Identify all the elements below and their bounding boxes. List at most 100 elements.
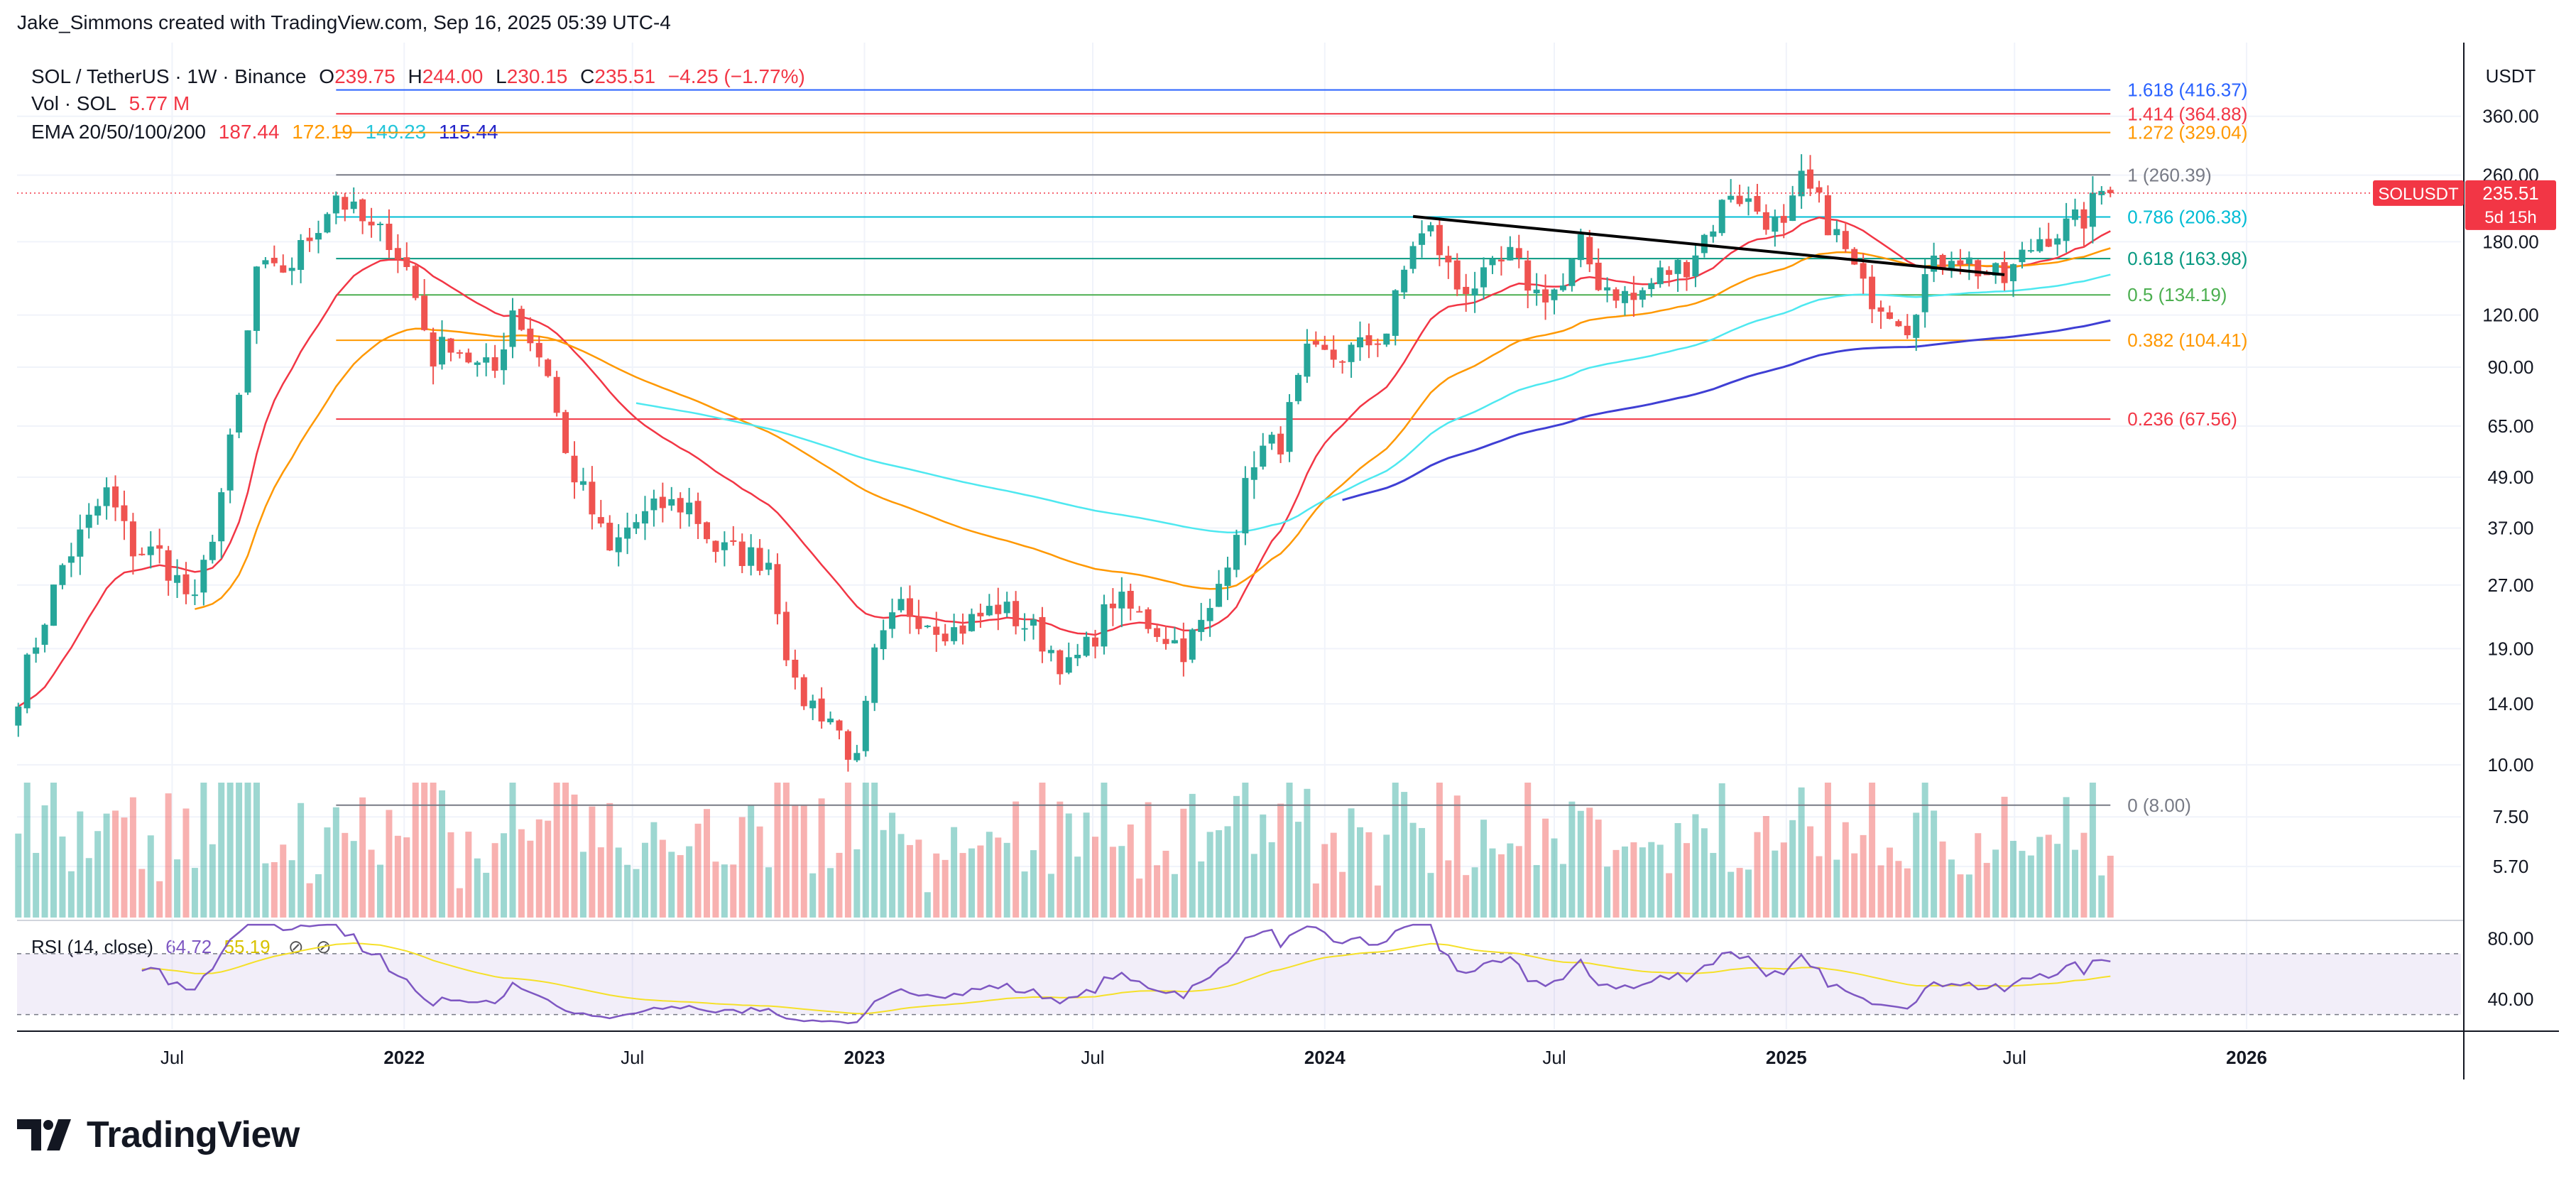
candle	[2027, 239, 2034, 254]
ema-legend[interactable]: EMA 20/50/100/200 187.44 172.19 149.23 1…	[31, 121, 506, 143]
candle-body	[2080, 209, 2087, 229]
candle-body	[1312, 341, 1319, 345]
volume-bar	[1877, 865, 1884, 918]
candle	[906, 585, 913, 634]
volume-bar	[1789, 820, 1796, 918]
volume-legend[interactable]: Vol · SOL 5.77 M	[31, 92, 197, 115]
candle	[765, 549, 773, 575]
candle-body	[853, 753, 861, 761]
candle	[456, 349, 463, 359]
tradingview-brand[interactable]: TradingView	[17, 1114, 300, 1156]
candle-body	[748, 547, 755, 566]
candle	[324, 212, 331, 234]
candle	[182, 562, 190, 604]
candle	[1233, 529, 1240, 577]
volume-bar	[1277, 803, 1284, 918]
volume-bar	[545, 820, 552, 918]
symbol-legend[interactable]: SOL / TetherUS · 1W · Binance O239.75 H2…	[31, 65, 805, 87]
candle	[288, 257, 295, 285]
volume-bar	[1692, 814, 1699, 918]
volume-bar	[403, 837, 410, 918]
fib-label-0.382: 0.382 (104.41)	[2127, 330, 2247, 351]
candle	[1568, 258, 1576, 292]
ema20-line	[18, 217, 2111, 707]
candle-body	[792, 659, 799, 678]
candle-body	[262, 260, 269, 265]
volume-bar	[1374, 885, 1381, 918]
volume-bar	[1666, 873, 1673, 918]
candle-body	[509, 310, 516, 347]
candle	[1807, 155, 1814, 197]
candle	[1666, 266, 1673, 287]
candle	[1127, 583, 1134, 621]
candle-body	[1250, 467, 1257, 480]
volume-bar	[1992, 849, 1999, 918]
candle-body	[1674, 259, 1681, 274]
candle-body	[50, 584, 58, 626]
candle	[827, 711, 834, 725]
rsi-line	[141, 923, 2111, 1025]
volume-bar	[624, 864, 631, 918]
hide-icon[interactable]: ⊘	[288, 936, 304, 957]
candle	[298, 234, 305, 283]
candle-body	[1710, 231, 1717, 237]
y-tick-label: 65.00	[2487, 415, 2533, 437]
volume-bar	[465, 832, 472, 918]
candle	[1612, 287, 1620, 308]
candle-body	[1542, 289, 1549, 303]
volume-bar	[1497, 854, 1505, 918]
volume-bar	[1304, 788, 1311, 918]
y-tick-label: 90.00	[2487, 357, 2533, 378]
candle-body	[368, 222, 375, 226]
volume-bar	[174, 859, 181, 918]
candle-body	[1171, 640, 1178, 643]
volume-bar	[15, 833, 22, 918]
candle-body	[298, 240, 305, 271]
candle	[748, 534, 755, 576]
candle	[218, 488, 225, 559]
candle	[1445, 246, 1452, 279]
volume-bar	[1180, 808, 1187, 918]
brand-name: TradingView	[87, 1114, 300, 1155]
candle-body	[1330, 349, 1337, 360]
candle-body	[1383, 333, 1390, 345]
candle-body	[1904, 325, 1911, 336]
volume-bar	[483, 872, 490, 918]
candle	[1683, 260, 1691, 291]
volume-label: Vol · SOL	[31, 92, 116, 114]
axis-unit-label: USDT	[2486, 65, 2536, 87]
candle-body	[1154, 628, 1161, 637]
candle	[129, 513, 136, 575]
candle-body	[439, 337, 446, 365]
candle-body	[1568, 259, 1576, 286]
candle	[545, 358, 552, 378]
volume-bar	[1092, 837, 1099, 918]
volume-bar	[1312, 883, 1319, 918]
candle	[1648, 278, 1655, 298]
volume-bar	[871, 783, 878, 918]
candle	[730, 526, 737, 546]
candle	[1515, 234, 1522, 268]
candle-body	[218, 492, 225, 542]
candle	[421, 279, 428, 332]
candle-body	[41, 624, 48, 645]
volume-bar	[579, 852, 586, 918]
volume-bar	[1515, 846, 1522, 918]
volume-bar	[986, 832, 993, 918]
candle	[1533, 273, 1540, 306]
candle-body	[721, 542, 728, 550]
volume-bar	[262, 863, 269, 918]
candle	[1250, 451, 1257, 499]
ema20-value: 187.44	[218, 121, 280, 143]
candle-body	[1357, 337, 1364, 348]
candle	[1542, 274, 1549, 320]
volume-bar	[1657, 844, 1664, 918]
volume-bar	[836, 852, 843, 918]
open-value: 239.75	[334, 65, 395, 87]
volume-bar	[756, 826, 763, 918]
rsi-tick-label: 40.00	[2487, 989, 2533, 1010]
candle-body	[33, 647, 40, 654]
candle-body	[1145, 609, 1152, 629]
price-tag-bg	[2465, 180, 2556, 230]
